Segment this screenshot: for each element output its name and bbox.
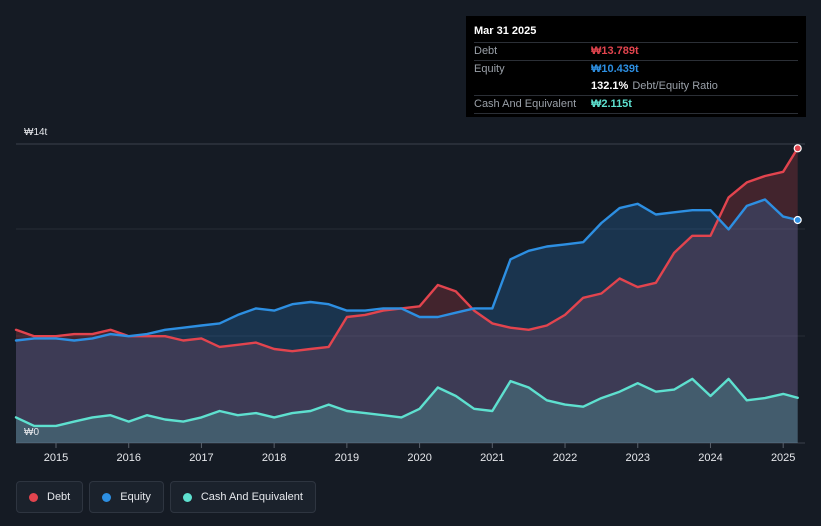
legend-equity-dot-icon xyxy=(102,492,112,502)
x-tick-label: 2015 xyxy=(44,452,68,464)
legend-debt-label: Debt xyxy=(47,491,71,503)
tooltip-equity-value: ₩10.439t xyxy=(591,63,639,75)
area-debt xyxy=(16,148,798,444)
legend-debt-dot-icon xyxy=(29,492,38,502)
series-endpoints xyxy=(793,144,802,225)
x-tick-label: 2025 xyxy=(771,452,795,464)
series-lines xyxy=(14,147,799,428)
x-tick-label: 2021 xyxy=(480,452,504,464)
legend-item-debt[interactable]: Debt xyxy=(16,481,84,513)
y-axis-label-bottom: ₩0 xyxy=(24,427,39,438)
x-tick-label: 2024 xyxy=(698,452,722,464)
tooltip-row-cash: Cash And Equivalent ₩2.115t xyxy=(474,95,798,114)
y-axis-label-top: ₩14t xyxy=(24,127,48,138)
line-cash xyxy=(14,377,799,428)
area-cash xyxy=(16,378,798,443)
tooltip-ratio-value: 132.1% xyxy=(591,80,629,92)
tooltip-row-ratio: 132.1% Debt/Equity Ratio xyxy=(474,78,798,95)
legend-equity-label: Equity xyxy=(120,491,151,503)
x-tick-label: 2016 xyxy=(116,452,140,464)
x-tick-label: 2023 xyxy=(626,452,650,464)
endpoint-debt xyxy=(793,144,802,153)
data-tooltip: Mar 31 2025 Debt ₩13.789t Equity ₩10.439… xyxy=(466,16,806,117)
x-tick-label: 2018 xyxy=(262,452,286,464)
x-axis: 2015 2016 2017 2018 2019 2020 2021 2022 2023 2024… xyxy=(44,443,795,464)
series-areas xyxy=(16,148,798,444)
legend-cash-label: Cash And Equivalent xyxy=(200,491,303,503)
legend: Debt Equity Cash And Equivalent xyxy=(16,481,316,513)
tooltip-ratio-label: Debt/Equity Ratio xyxy=(632,80,718,92)
x-tick-label: 2020 xyxy=(407,452,431,464)
x-tick-label: 2017 xyxy=(189,452,213,464)
x-tick-label: 2019 xyxy=(335,452,359,464)
endpoint-equity xyxy=(793,215,802,225)
tooltip-equity-label: Equity xyxy=(474,63,505,75)
tooltip-cash-value: ₩2.115t xyxy=(591,98,632,110)
tooltip-debt-value: ₩13.789t xyxy=(591,45,639,57)
tooltip-cash-label: Cash And Equivalent xyxy=(474,98,577,110)
legend-cash-dot-icon xyxy=(182,492,192,502)
area-equity xyxy=(16,199,798,443)
tooltip-date: Mar 31 2025 xyxy=(474,25,537,37)
tooltip-debt-label: Debt xyxy=(474,45,498,57)
line-equity xyxy=(14,198,799,342)
legend-item-cash[interactable]: Cash And Equivalent xyxy=(169,481,316,513)
tooltip-row-debt: Debt ₩13.789t xyxy=(474,42,798,60)
tooltip-row-equity: Equity ₩10.439t xyxy=(474,60,798,78)
x-tick-label: 2022 xyxy=(553,452,577,464)
line-debt xyxy=(14,147,799,353)
legend-item-equity[interactable]: Equity xyxy=(89,481,164,513)
